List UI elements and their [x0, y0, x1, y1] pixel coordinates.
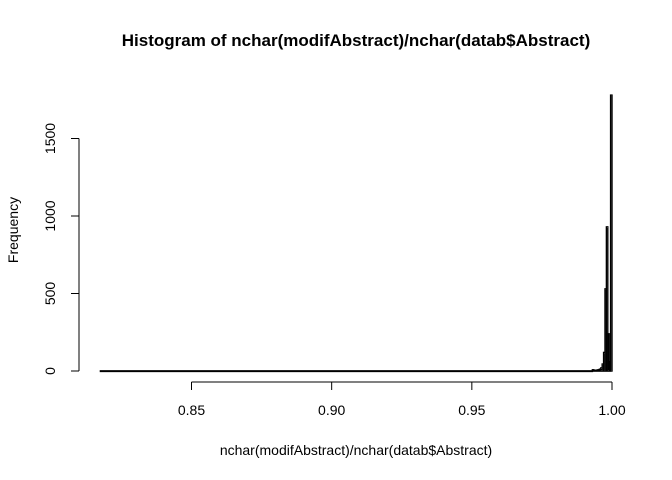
histogram-bar-12: [607, 333, 610, 372]
x-tick-label-0: 0.85: [178, 402, 205, 418]
y-axis-label: Frequency: [5, 197, 21, 263]
histogram-bar-14: [609, 94, 613, 372]
x-tick-label-1: 0.90: [318, 402, 345, 418]
y-tick-label-2: 1000: [42, 200, 58, 231]
x-axis: 0.85 0.90 0.95 1.00: [178, 381, 626, 418]
y-tick-label-3: 1500: [42, 123, 58, 154]
y-tick-label-1: 500: [42, 282, 58, 306]
histogram-bar-0: [99, 370, 594, 373]
x-tick-label-2: 0.95: [458, 402, 485, 418]
histogram-bars: [99, 94, 613, 373]
x-tick-label-3: 1.00: [598, 402, 625, 418]
histogram-bar-11: [605, 226, 609, 372]
x-axis-label: nchar(modifAbstract)/nchar(datab$Abstrac…: [220, 442, 492, 458]
y-axis: 0 500 1000 1500: [42, 123, 80, 375]
chart-title: Histogram of nchar(modifAbstract)/nchar(…: [122, 31, 591, 50]
y-tick-label-0: 0: [42, 367, 58, 375]
